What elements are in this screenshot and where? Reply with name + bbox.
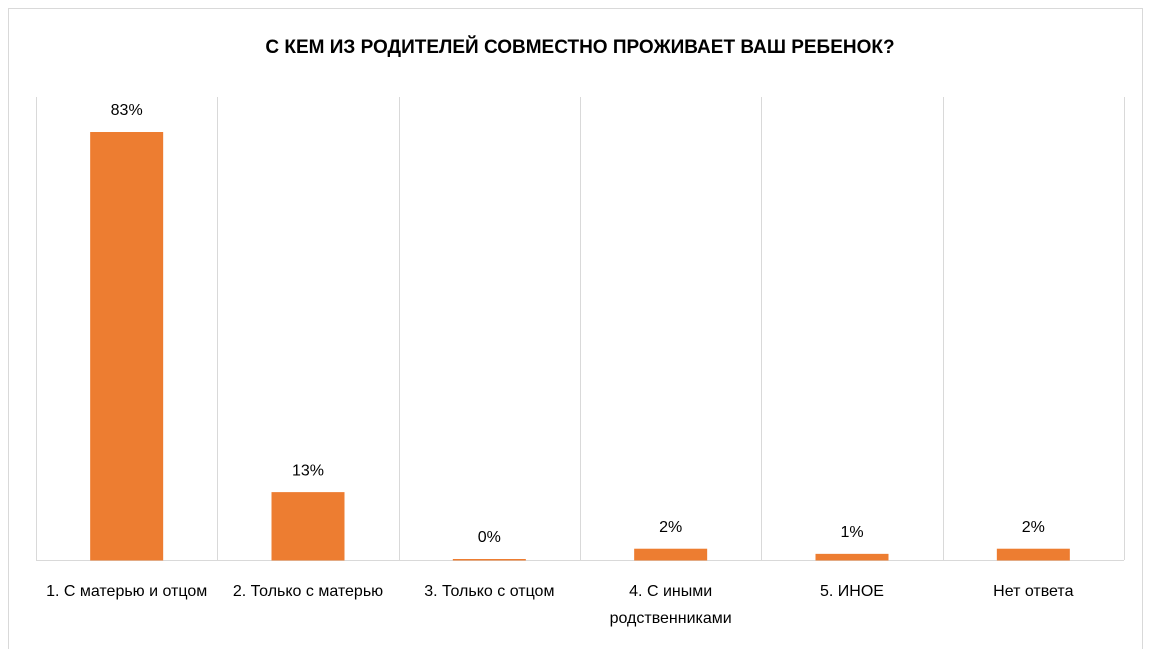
- x-tick-label: 4. С иными родственниками: [609, 583, 732, 627]
- data-label: 1%: [840, 524, 863, 541]
- chart-title: С КЕМ ИЗ РОДИТЕЛЕЙ СОВМЕСТНО ПРОЖИВАЕТ В…: [265, 36, 894, 58]
- bar: [996, 548, 1070, 561]
- chart-border: [8, 8, 1143, 649]
- x-tick-label: 3. Только с отцом: [424, 583, 555, 600]
- x-tick-label: 5. ИНОЕ: [820, 583, 884, 600]
- bar: [815, 553, 889, 561]
- x-tick-label: Нет ответа: [993, 583, 1074, 600]
- data-label: 0%: [478, 529, 501, 546]
- data-label: 83%: [111, 102, 143, 119]
- x-tick-label: 2. Только с матерью: [232, 583, 384, 600]
- bar: [634, 548, 708, 561]
- bar: [90, 132, 164, 561]
- bar: [271, 492, 345, 561]
- data-label: 2%: [659, 519, 682, 536]
- data-label: 2%: [1022, 519, 1045, 536]
- data-label: 13%: [292, 462, 324, 479]
- bar: [452, 559, 526, 561]
- x-tick-label: 1. С матерью и отцом: [46, 583, 208, 600]
